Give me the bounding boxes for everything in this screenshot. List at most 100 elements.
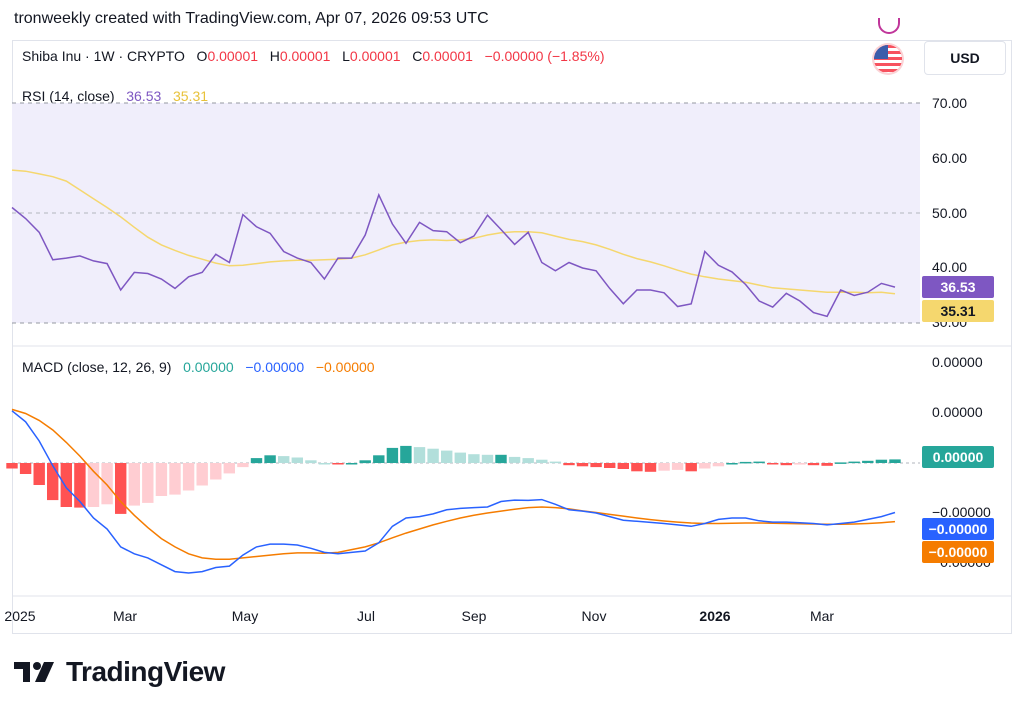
macd-histogram-bar — [644, 463, 657, 472]
macd-signal-line — [11, 408, 896, 561]
rsi-axis-tick: 50.00 — [932, 205, 968, 221]
macd-histogram-bar — [318, 463, 331, 465]
macd-histogram-bar — [101, 463, 113, 505]
x-axis-label: Jul — [357, 608, 375, 624]
tradingview-logo-text: TradingView — [66, 656, 225, 687]
indicator-arc-icon — [878, 18, 900, 34]
macd-histogram-bar — [332, 463, 344, 465]
macd-histogram-bar — [753, 461, 765, 464]
rsi-ma-legend-value: 35.31 — [172, 88, 209, 104]
macd-signal-badge: −0.00000 — [922, 541, 994, 563]
macd-histogram-bar — [631, 463, 643, 472]
macd-histogram-bar — [210, 463, 222, 480]
rsi-legend-label: RSI (14, close) — [22, 88, 115, 104]
macd-histogram-bar — [739, 461, 752, 464]
macd-histogram-bar — [563, 463, 575, 466]
macd-histogram-bar — [413, 447, 426, 463]
x-axis-label: 2025 — [4, 608, 36, 624]
rsi-price-badge: 36.53 — [922, 276, 994, 298]
chart-attribution: tronweekly created with TradingView.com,… — [14, 10, 489, 27]
macd-histogram-bar — [142, 463, 154, 503]
macd-histogram-bar — [495, 454, 507, 464]
open-label: O — [196, 48, 208, 64]
macd-histogram-bar — [291, 457, 303, 463]
macd-histogram-bar — [87, 463, 100, 507]
macd-histogram-bar — [19, 463, 32, 474]
macd-legend-label: MACD (close, 12, 26, 9) — [22, 359, 172, 375]
macd-histogram-bar — [807, 463, 820, 466]
currency-button[interactable]: USD — [924, 41, 1006, 75]
flag-canton — [874, 45, 888, 59]
macd-histogram-bar — [508, 456, 521, 463]
macd-histogram-bar — [359, 460, 371, 464]
macd-histogram-bar — [794, 463, 806, 465]
macd-histogram-bar — [155, 463, 168, 496]
open-value: 0.00001 — [207, 48, 259, 64]
x-axis-label: 2026 — [699, 608, 731, 624]
macd-histogram-bar — [699, 463, 711, 469]
macd-histogram-bar — [576, 463, 589, 467]
macd-histogram-bar — [726, 463, 738, 465]
macd-histogram-bar — [60, 463, 72, 507]
macd-histogram-bar — [590, 463, 602, 468]
low-label: L — [342, 48, 350, 64]
macd-histogram-bar — [712, 463, 725, 467]
macd-histogram-bar — [47, 463, 59, 501]
macd-line-badge: −0.00000 — [922, 518, 994, 540]
rsi-ma-line — [11, 169, 896, 295]
x-axis-label: Nov — [581, 608, 607, 624]
us-flag-icon[interactable] — [874, 45, 902, 73]
macd-histogram-bar — [889, 459, 901, 463]
macd-line-legend-value: −0.00000 — [245, 359, 305, 375]
macd-histogram-bar — [250, 458, 263, 464]
macd-histogram-bar — [658, 463, 670, 471]
macd-histogram-bar — [196, 463, 208, 486]
macd-histogram-bar — [536, 459, 548, 463]
macd-histogram-bar — [848, 461, 860, 464]
rsi-ma-price-badge: 35.31 — [922, 300, 994, 322]
macd-histogram-bar — [835, 462, 847, 464]
rsi-legend-value: 36.53 — [126, 88, 162, 104]
macd-histogram-bar — [373, 455, 385, 463]
macd-histogram-bar — [821, 463, 833, 466]
macd-histogram-bar — [169, 463, 181, 495]
symbol-legend[interactable]: Shiba Inu · 1W · CRYPTO O0.00001 H0.0000… — [22, 48, 604, 64]
macd-histogram-bar — [115, 463, 127, 514]
macd-histogram-bar — [264, 455, 276, 463]
macd-histogram-bar — [237, 463, 249, 468]
x-axis-label: Mar — [112, 608, 138, 624]
macd-histogram-bar — [6, 463, 18, 469]
rsi-axis-tick: 60.00 — [932, 150, 968, 166]
macd-hist-legend-value: 0.00000 — [183, 359, 234, 375]
high-label: H — [269, 48, 280, 64]
macd-histogram-bar — [305, 460, 317, 464]
rsi-axis-tick: 70.00 — [932, 95, 968, 111]
macd-histogram-bar — [875, 459, 888, 463]
macd-histogram-bar — [468, 454, 480, 463]
rsi-line — [11, 192, 896, 318]
macd-histogram-bar — [278, 456, 290, 463]
close-label: C — [412, 48, 423, 64]
high-value: 0.00001 — [279, 48, 331, 64]
macd-histogram-bar — [441, 450, 453, 463]
macd-axis-tick: 0.00000 — [932, 354, 983, 370]
x-axis-label: Sep — [461, 608, 487, 624]
macd-line — [11, 410, 896, 574]
rsi-axis-tick: 40.00 — [932, 259, 968, 275]
tradingview-logo[interactable]: TradingView — [14, 656, 225, 688]
macd-histogram-bar — [617, 463, 629, 469]
chart-frame — [12, 40, 1012, 634]
macd-histogram-bar — [427, 448, 439, 463]
change-value: −0.00000 (−1.85%) — [484, 48, 605, 64]
rsi-legend[interactable]: RSI (14, close) 36.53 35.31 — [22, 88, 208, 104]
close-value: 0.00001 — [422, 48, 473, 64]
macd-legend[interactable]: MACD (close, 12, 26, 9) 0.00000 −0.00000… — [22, 359, 375, 375]
macd-histogram-bar — [862, 460, 874, 463]
symbol-name[interactable]: Shiba Inu · 1W · CRYPTO — [22, 48, 185, 64]
x-axis-label: Mar — [809, 608, 835, 624]
macd-histogram-bar — [522, 458, 534, 464]
macd-axis-tick: −0.00000 — [932, 504, 991, 520]
macd-histogram-bar — [128, 463, 140, 506]
macd-histogram-bar — [549, 461, 562, 464]
